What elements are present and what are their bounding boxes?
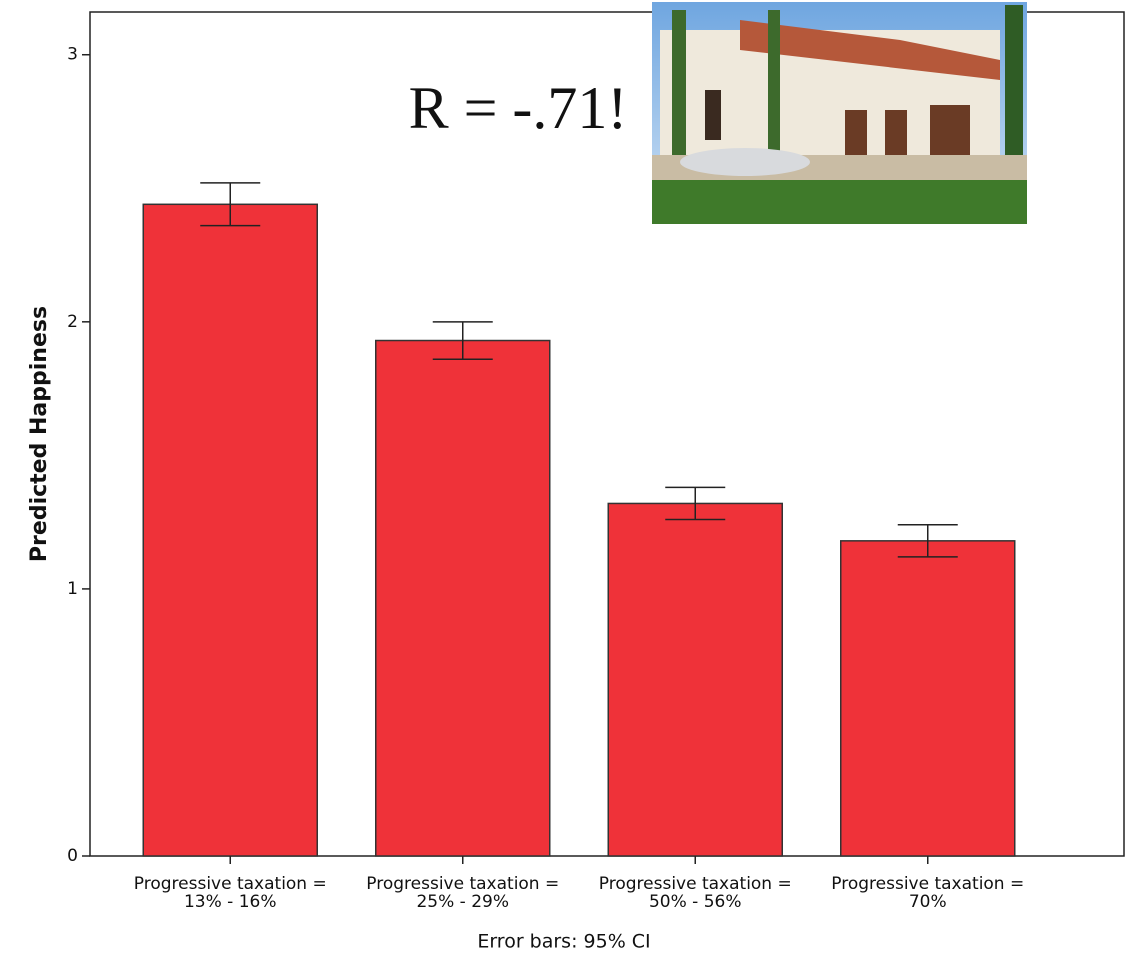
bar [607, 502, 783, 857]
y-tick-label: 1 [67, 579, 78, 599]
footnote: Error bars: 95% CI [477, 931, 650, 953]
bar [375, 339, 551, 857]
x-tick-label: Progressive taxation = [831, 874, 1024, 894]
photo-tree [1005, 5, 1023, 155]
x-tick-label: 70% [909, 892, 947, 912]
y-tick-label: 2 [67, 312, 78, 332]
plot-frame [89, 11, 1125, 857]
bar [840, 540, 1016, 857]
photo-car [680, 148, 810, 176]
photo-tree [672, 10, 686, 160]
annotation: R = -.71! [409, 75, 628, 141]
photo-garage [930, 105, 970, 160]
x-tick-label: 13% - 16% [184, 892, 277, 912]
photo-door [705, 90, 721, 140]
photo-garage [885, 110, 907, 155]
y-axis-label: Predicted Happiness [27, 306, 52, 562]
x-tick-label: 50% - 56% [649, 892, 742, 912]
x-tick-label: Progressive taxation = [599, 874, 792, 894]
x-tick-label: Progressive taxation = [366, 874, 559, 894]
photo [652, 2, 1027, 224]
x-tick-label: Progressive taxation = [134, 874, 327, 894]
x-tick-label: 25% - 29% [416, 892, 509, 912]
photo-garage [845, 110, 867, 155]
bar [142, 203, 318, 857]
photo-tree [768, 10, 780, 160]
photo-hedge [652, 180, 1027, 224]
y-tick-label: 0 [67, 846, 78, 866]
y-tick-label: 3 [67, 45, 78, 65]
photo-roof [740, 20, 1000, 80]
